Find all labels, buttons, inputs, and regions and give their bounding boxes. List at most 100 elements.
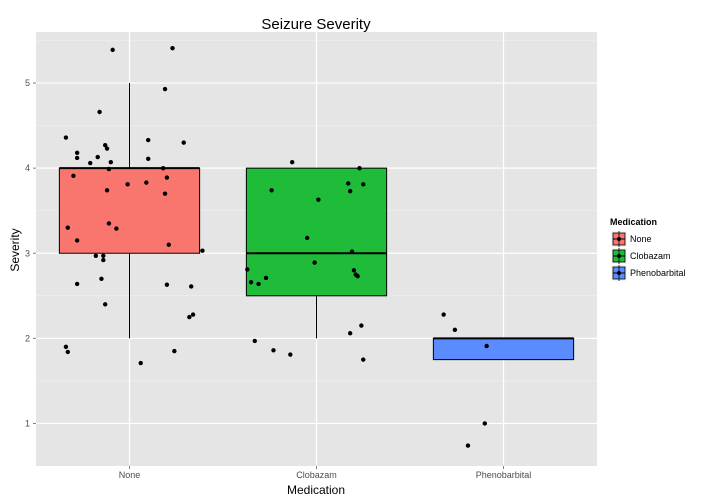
data-point	[106, 166, 112, 172]
data-point	[361, 182, 366, 187]
box-phenobarbital	[432, 337, 575, 361]
data-point	[351, 268, 357, 273]
data-point	[312, 260, 317, 265]
data-point	[146, 156, 151, 161]
data-point	[359, 323, 364, 328]
data-point	[289, 160, 295, 165]
data-point	[138, 360, 143, 366]
data-point	[162, 86, 168, 92]
data-point	[144, 180, 149, 185]
data-point	[316, 197, 321, 202]
legend-item-phenobarbital: Phenobarbital	[610, 264, 686, 282]
data-point	[110, 47, 115, 53]
data-point	[263, 275, 269, 281]
data-point	[93, 253, 99, 259]
data-point	[164, 175, 170, 180]
data-point	[125, 182, 130, 187]
data-point	[74, 281, 80, 287]
data-point	[95, 154, 100, 160]
data-point	[162, 191, 168, 196]
data-point	[108, 160, 114, 165]
data-point	[355, 274, 360, 279]
data-point	[347, 331, 353, 336]
y-tick-label: 1	[25, 418, 30, 428]
x-tick-label: None	[119, 470, 141, 480]
y-tick-label: 2	[25, 333, 30, 343]
data-point	[452, 327, 458, 333]
data-point	[63, 135, 69, 140]
data-point	[248, 279, 254, 285]
data-point	[166, 242, 171, 247]
data-point	[101, 253, 106, 259]
data-point	[347, 188, 353, 194]
data-point	[102, 302, 108, 307]
data-point	[71, 173, 76, 179]
y-tick-label: 5	[25, 78, 30, 88]
legend-item-clobazam: Clobazam	[610, 247, 671, 265]
data-point	[252, 338, 257, 344]
legend-point	[617, 271, 621, 275]
data-point	[146, 137, 151, 143]
data-point	[88, 160, 93, 166]
points	[63, 45, 489, 448]
data-point	[357, 165, 362, 171]
data-point	[484, 343, 489, 349]
data-point	[114, 226, 119, 231]
x-tick-label: Clobazam	[296, 470, 337, 480]
data-point	[187, 314, 192, 320]
data-point	[160, 165, 166, 171]
legend-items: None Clobazam Phenobarbital	[610, 230, 686, 282]
data-point	[189, 284, 194, 289]
data-point	[63, 344, 69, 350]
data-point	[256, 281, 261, 287]
data-point	[97, 109, 102, 115]
data-point	[172, 348, 177, 354]
data-point	[99, 276, 104, 281]
legend-label: Phenobarbital	[630, 268, 686, 278]
data-point	[74, 238, 80, 243]
data-point	[101, 257, 106, 263]
y-axis: 1 2 3 4 5	[25, 78, 36, 428]
legend-title: Medication	[610, 217, 657, 227]
x-axis-title: Medication	[287, 483, 345, 497]
data-point	[349, 249, 355, 254]
legend-label: Clobazam	[630, 251, 671, 261]
x-axis: None Clobazam Phenobarbital	[119, 466, 532, 480]
plot-area	[36, 32, 597, 466]
legend-item-none: None	[610, 230, 652, 248]
data-point	[170, 45, 175, 51]
data-point	[441, 312, 446, 317]
data-point	[269, 188, 274, 193]
data-point	[482, 421, 487, 426]
data-point	[465, 443, 471, 448]
legend: Medication None Clobazam Phenobarbital	[610, 217, 686, 282]
y-tick-label: 4	[25, 163, 30, 173]
legend-label: None	[630, 234, 652, 244]
data-point	[181, 140, 186, 145]
legend-point	[617, 254, 621, 258]
data-point	[200, 248, 205, 253]
data-point	[245, 267, 250, 272]
y-tick-label: 3	[25, 248, 30, 258]
data-point	[102, 142, 108, 148]
y-axis-title: Severity	[8, 228, 22, 271]
data-point	[164, 282, 170, 287]
data-point	[288, 352, 293, 357]
data-point	[361, 357, 366, 362]
data-point	[104, 188, 110, 193]
data-point	[106, 221, 112, 226]
chart-title: Seizure Severity	[261, 16, 371, 33]
data-point	[104, 146, 110, 151]
data-point	[74, 155, 80, 161]
legend-point	[617, 237, 621, 241]
data-point	[65, 225, 70, 230]
data-point	[190, 312, 196, 317]
box-none	[58, 167, 201, 254]
data-point	[271, 348, 276, 353]
x-tick-label: Phenobarbital	[476, 470, 532, 480]
data-point	[74, 150, 80, 156]
data-point	[346, 181, 351, 186]
data-point	[65, 349, 70, 355]
data-point	[304, 235, 310, 241]
